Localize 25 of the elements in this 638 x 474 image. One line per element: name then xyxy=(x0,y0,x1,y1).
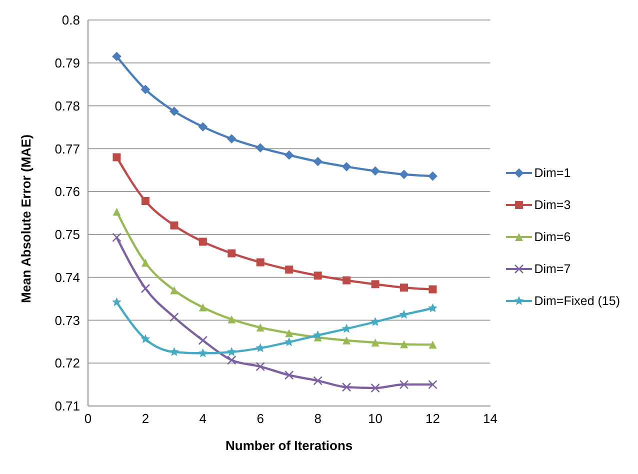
legend-label: Dim=7 xyxy=(534,261,571,278)
y-tick-label: 0.79 xyxy=(54,56,80,71)
legend-label: Dim=1 xyxy=(534,165,571,182)
x-tick-label: 10 xyxy=(368,411,383,426)
legend-label: Dim=6 xyxy=(534,229,571,246)
y-tick-label: 0.8 xyxy=(62,12,80,28)
y-tick-label: 0.77 xyxy=(54,141,80,156)
y-axis-title: Mean Absolute Error (MAE) xyxy=(18,134,34,303)
x-tick-label: 4 xyxy=(199,411,207,426)
legend-label: Dim=3 xyxy=(534,197,571,214)
x-tick-label: 0 xyxy=(84,411,92,426)
y-tick-label: 0.76 xyxy=(54,184,80,200)
x-tick-label: 2 xyxy=(142,411,150,426)
x-tick-label: 12 xyxy=(426,411,440,426)
y-tick-label: 0.74 xyxy=(54,270,80,285)
y-tick-label: 0.73 xyxy=(54,312,80,328)
legend-label: Dim=Fixed (15) xyxy=(534,293,620,310)
x-tick-label: 14 xyxy=(482,411,498,426)
y-tick-label: 0.78 xyxy=(54,98,80,114)
x-tick-label: 6 xyxy=(256,411,264,426)
y-tick-label: 0.75 xyxy=(54,227,80,242)
y-tick-label: 0.72 xyxy=(54,356,80,371)
x-axis-title: Number of Iterations xyxy=(226,438,353,453)
y-tick-label: 0.71 xyxy=(54,398,80,414)
x-tick-label: 8 xyxy=(314,411,322,426)
